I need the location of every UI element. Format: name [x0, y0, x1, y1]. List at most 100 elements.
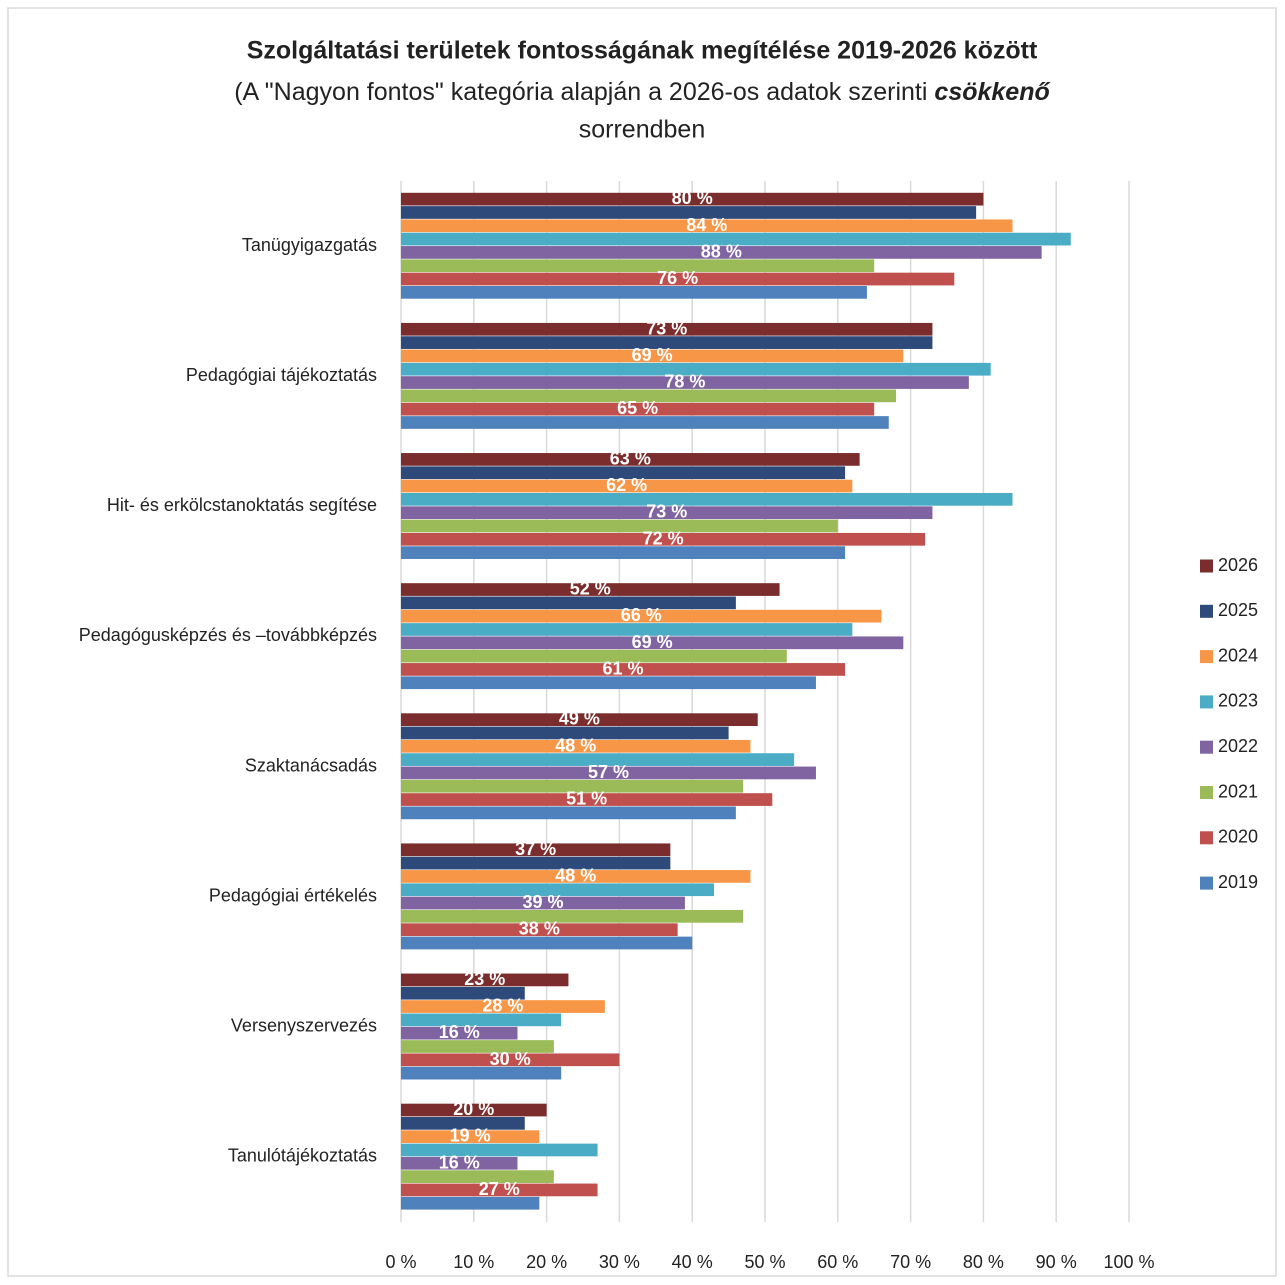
bar [401, 779, 744, 793]
bar [401, 663, 846, 676]
bar [401, 1040, 554, 1053]
bar [401, 362, 991, 376]
bar [401, 623, 853, 636]
legend-swatch [1200, 559, 1213, 573]
bar [401, 322, 933, 336]
data-label: 63 % [610, 448, 651, 468]
bar [401, 596, 736, 610]
legend-label: 2025 [1218, 600, 1258, 620]
data-label: 48 % [555, 735, 596, 755]
bar [401, 206, 977, 219]
data-label: 69 % [632, 632, 673, 652]
bar [401, 806, 736, 820]
x-tick-label: 50 % [744, 1252, 785, 1272]
data-label: 51 % [566, 789, 607, 809]
bar [401, 609, 882, 623]
x-tick-label: 60 % [817, 1252, 858, 1272]
bar [401, 402, 875, 416]
bar [401, 389, 897, 403]
bar [401, 479, 853, 493]
bar [401, 246, 1042, 259]
chart-subtitle: sorrendben [579, 116, 705, 144]
bar [401, 883, 715, 897]
bar [401, 532, 926, 546]
data-label: 37 % [515, 839, 556, 859]
x-tick-label: 80 % [963, 1252, 1004, 1272]
x-tick-label: 70 % [890, 1252, 931, 1272]
x-tick-label: 30 % [599, 1252, 640, 1272]
bar [401, 856, 671, 870]
data-label: 23 % [464, 969, 505, 989]
data-label: 57 % [588, 762, 629, 782]
data-label: 38 % [519, 919, 560, 939]
bar [401, 1103, 547, 1117]
bar [401, 376, 969, 389]
data-label: 28 % [482, 996, 523, 1016]
bar [401, 870, 751, 883]
data-label: 76 % [657, 268, 698, 288]
legend-label: 2026 [1218, 555, 1258, 575]
bar [401, 336, 933, 349]
bar [401, 1000, 605, 1013]
data-label: 48 % [555, 865, 596, 885]
data-label: 88 % [701, 241, 742, 261]
bar [401, 1170, 554, 1183]
legend-label: 2019 [1218, 872, 1258, 892]
legend-swatch [1200, 831, 1213, 845]
legend-label: 2024 [1218, 645, 1258, 665]
bar [401, 259, 875, 273]
bar [401, 1183, 598, 1197]
legend-label: 2022 [1218, 736, 1258, 756]
bar [401, 923, 678, 937]
legend-label: 2020 [1218, 827, 1258, 847]
data-label: 66 % [621, 605, 662, 625]
data-label: 61 % [603, 658, 644, 678]
data-label: 69 % [632, 345, 673, 365]
bar [401, 349, 904, 363]
bar [401, 192, 984, 206]
data-label: 27 % [479, 1179, 520, 1199]
y-tick-label: Tanulótájékoztatás [228, 1146, 377, 1166]
data-label: 73 % [646, 318, 687, 338]
y-tick-label: Pedagógiai tájékoztatás [186, 365, 377, 385]
bar [401, 1143, 598, 1157]
bar [401, 649, 787, 663]
bar [401, 910, 744, 923]
legend-swatch [1200, 786, 1213, 799]
bar [401, 506, 933, 520]
data-label: 49 % [559, 709, 600, 729]
data-label: 52 % [570, 579, 611, 599]
x-tick-label: 40 % [672, 1252, 713, 1272]
legend-swatch [1200, 740, 1213, 754]
bar [401, 546, 846, 559]
legend-swatch [1200, 695, 1213, 709]
data-label: 80 % [672, 188, 713, 208]
x-tick-label: 90 % [1036, 1252, 1077, 1272]
data-label: 30 % [490, 1049, 531, 1069]
bar [401, 1026, 518, 1040]
data-label: 16 % [439, 1022, 480, 1042]
data-label: 65 % [617, 398, 658, 418]
y-tick-label: Pedagógusképzés és –továbbképzés [79, 625, 377, 645]
data-label: 78 % [664, 372, 705, 392]
bar [401, 272, 955, 286]
bar [401, 1013, 562, 1027]
bar [401, 713, 758, 727]
y-tick-label: Versenyszervezés [231, 1016, 377, 1036]
bar [401, 583, 780, 596]
bar [401, 676, 816, 690]
bar [401, 936, 693, 950]
y-tick-label: Hit- és erkölcstanoktatás segítése [107, 495, 377, 515]
y-tick-label: Pedagógiai értékelés [209, 885, 377, 905]
bar [401, 466, 846, 480]
subtitle-emphasis: csökkenő [934, 78, 1050, 106]
bar [401, 1156, 518, 1170]
bar [401, 453, 860, 466]
bar [401, 793, 773, 806]
legend-swatch [1200, 650, 1213, 664]
bar [401, 986, 525, 1000]
bar [401, 519, 838, 533]
x-tick-label: 0 % [385, 1252, 416, 1272]
bar [401, 1066, 562, 1080]
